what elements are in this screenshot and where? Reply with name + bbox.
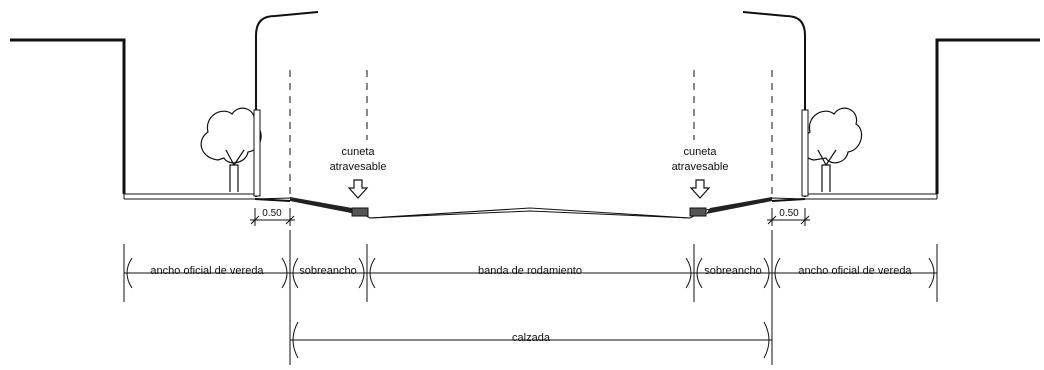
dimension-sobreancho-right-label: sobreancho [704,265,762,277]
down-arrow-icon [347,179,369,199]
cuneta-right-label-2: atravesable [672,161,729,173]
dimension-banda-label: banda de rodamiento [478,265,582,277]
dimension-extension-lines [123,230,938,366]
dimension-calzada [290,321,772,359]
dimension-banda [367,257,694,289]
sidewalk-right [805,193,938,200]
offset-left-label: 0.50 [262,208,282,219]
dimension-vereda-left-label: ancho oficial de vereda [150,265,264,277]
sidewalk-left [123,193,255,200]
tree-icon [200,107,262,192]
offset-right-label: 0.50 [779,208,799,219]
dimension-vereda-right [772,257,937,289]
building-left [10,38,126,194]
offset-mark-right [767,208,810,226]
offset-mark-left [250,208,295,226]
dimension-vereda-left [124,257,290,289]
tree-icon [801,107,863,192]
street-lamp-icon [742,11,809,197]
down-arrow-icon [689,179,711,199]
building-right [935,38,1040,194]
curb-left [254,197,369,217]
dimension-vereda-right-label: ancho oficial de vereda [798,265,912,277]
dimension-sobreancho-right [694,257,772,289]
street-lamp-icon [253,11,319,197]
cuneta-left-label-1: cuneta [341,146,375,158]
cuneta-left-label-2: atravesable [330,161,387,173]
cuneta-right-label-1: cuneta [683,146,717,158]
dimension-sobreancho-left [290,257,367,289]
dimension-calzada-label: calzada [512,332,551,344]
dimension-sobreancho-left-label: sobreancho [299,265,357,277]
dashed-guides [289,70,773,197]
curb-right [689,197,806,217]
